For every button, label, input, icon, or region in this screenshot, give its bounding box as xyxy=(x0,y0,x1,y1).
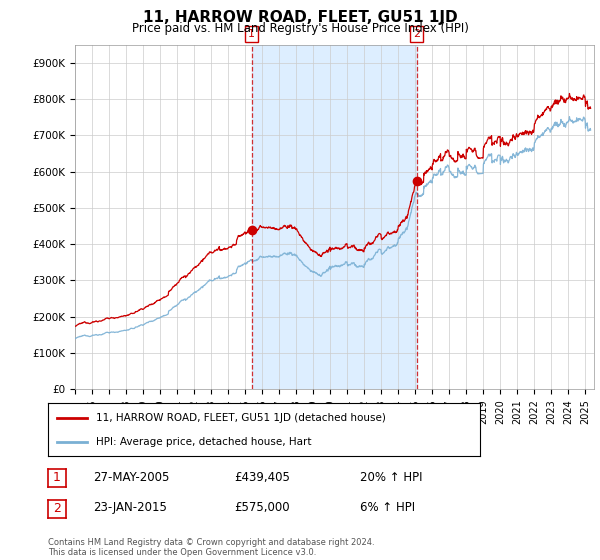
Text: 2: 2 xyxy=(53,502,61,515)
Text: 2: 2 xyxy=(413,29,420,39)
Bar xyxy=(251,45,416,389)
Text: 6% ↑ HPI: 6% ↑ HPI xyxy=(360,501,415,515)
Text: 20% ↑ HPI: 20% ↑ HPI xyxy=(360,470,422,484)
Text: 1: 1 xyxy=(53,472,61,484)
Text: 11, HARROW ROAD, FLEET, GU51 1JD: 11, HARROW ROAD, FLEET, GU51 1JD xyxy=(143,10,457,25)
Text: Contains HM Land Registry data © Crown copyright and database right 2024.
This d: Contains HM Land Registry data © Crown c… xyxy=(48,538,374,557)
Text: £439,405: £439,405 xyxy=(234,470,290,484)
Text: Price paid vs. HM Land Registry's House Price Index (HPI): Price paid vs. HM Land Registry's House … xyxy=(131,22,469,35)
Text: 27-MAY-2005: 27-MAY-2005 xyxy=(93,470,169,484)
Text: HPI: Average price, detached house, Hart: HPI: Average price, detached house, Hart xyxy=(95,436,311,446)
Text: 1: 1 xyxy=(248,29,255,39)
Text: 11, HARROW ROAD, FLEET, GU51 1JD (detached house): 11, HARROW ROAD, FLEET, GU51 1JD (detach… xyxy=(95,413,385,423)
Text: £575,000: £575,000 xyxy=(234,501,290,515)
Text: 23-JAN-2015: 23-JAN-2015 xyxy=(93,501,167,515)
